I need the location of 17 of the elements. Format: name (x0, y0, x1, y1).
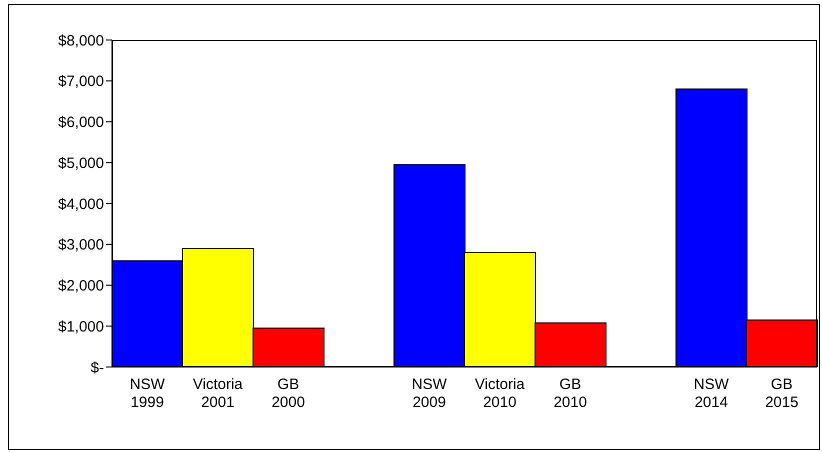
y-tick-label: $6,000 (58, 114, 104, 132)
x-tick-label: NSW 1999 (130, 376, 166, 411)
x-tick-label: Victoria 2001 (192, 376, 244, 411)
x-tick-label: GB 2010 (554, 376, 587, 411)
y-tick-label: $3,000 (58, 236, 104, 254)
y-tick-label: $8,000 (58, 32, 104, 50)
y-tick-label: $5,000 (58, 154, 104, 172)
x-tick-label: NSW 2014 (694, 376, 730, 411)
x-tick-label: Victoria 2010 (474, 376, 526, 411)
y-tick-label: $1,000 (58, 318, 104, 336)
x-tick-label: GB 2000 (272, 376, 305, 411)
y-tick-label: $- (90, 359, 104, 376)
y-tick-label: $4,000 (58, 196, 104, 213)
y-tick-label: $7,000 (58, 73, 104, 90)
x-tick-label: GB 2015 (765, 376, 798, 411)
y-tick-label: $2,000 (58, 278, 104, 295)
x-tick-label: NSW 2009 (412, 376, 448, 411)
